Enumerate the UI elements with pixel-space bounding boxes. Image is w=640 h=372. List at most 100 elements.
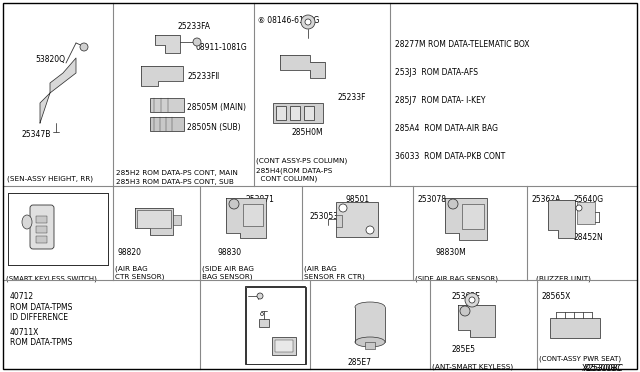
Bar: [276, 106, 286, 120]
Bar: [36, 226, 47, 233]
Circle shape: [305, 19, 311, 25]
Circle shape: [465, 293, 479, 307]
Text: ⑥ 08146-6165G: ⑥ 08146-6165G: [258, 16, 319, 25]
Polygon shape: [548, 200, 575, 238]
Ellipse shape: [355, 302, 385, 312]
Polygon shape: [135, 208, 173, 235]
Text: 40700M: 40700M: [248, 352, 279, 361]
Text: 285H3 ROM DATA-PS CONT, SUB: 285H3 ROM DATA-PS CONT, SUB: [116, 179, 234, 185]
Text: 28505M (MAIN): 28505M (MAIN): [187, 103, 246, 112]
Text: 25233FA: 25233FA: [177, 22, 210, 31]
Bar: [8, 193, 108, 265]
Circle shape: [193, 38, 201, 46]
Text: 285E5: 285E5: [452, 345, 476, 354]
Text: ROM DATA-TPMS: ROM DATA-TPMS: [10, 303, 72, 312]
Text: (BUZZER UNIT): (BUZZER UNIT): [536, 275, 591, 282]
Circle shape: [339, 204, 347, 212]
Text: 28505N (SUB): 28505N (SUB): [187, 123, 241, 132]
Text: 08911-1081G: 08911-1081G: [196, 43, 248, 52]
Text: (SIDE AIR BAG SENSOR): (SIDE AIR BAG SENSOR): [415, 275, 498, 282]
Text: (SEN-ASSY HEIGHT, RR): (SEN-ASSY HEIGHT, RR): [7, 175, 93, 182]
Bar: [577, 202, 595, 224]
Bar: [36, 236, 47, 243]
Ellipse shape: [355, 337, 385, 347]
Text: (CONT-ASSY PWR SEAT): (CONT-ASSY PWR SEAT): [539, 355, 621, 362]
Text: ROM DATA-TPMS: ROM DATA-TPMS: [10, 338, 72, 347]
Text: 28452N: 28452N: [574, 233, 604, 242]
Polygon shape: [155, 35, 180, 53]
Text: 285J7  ROM DATA- I-KEY: 285J7 ROM DATA- I-KEY: [395, 96, 486, 105]
Bar: [273, 103, 323, 123]
Text: 253078: 253078: [417, 195, 446, 204]
Text: 98820: 98820: [117, 248, 141, 257]
Text: BAG SENSOR): BAG SENSOR): [202, 274, 253, 280]
Text: 40711X: 40711X: [10, 328, 40, 337]
Polygon shape: [445, 198, 487, 240]
Text: 25362A: 25362A: [531, 195, 561, 204]
Circle shape: [257, 293, 263, 299]
Text: 98830M: 98830M: [435, 248, 466, 257]
Text: 253053: 253053: [310, 212, 339, 221]
Text: 40712: 40712: [10, 292, 34, 301]
Text: (AIR BAG: (AIR BAG: [304, 265, 337, 272]
Polygon shape: [458, 305, 495, 337]
Text: 285E3: 285E3: [40, 195, 64, 204]
Bar: [355, 307, 385, 342]
Text: 36033  ROM DATA-PKB CONT: 36033 ROM DATA-PKB CONT: [395, 152, 505, 161]
Bar: [150, 98, 184, 112]
Bar: [336, 202, 378, 237]
Text: 53820Q: 53820Q: [35, 55, 65, 64]
Bar: [36, 216, 47, 223]
Text: 40703: 40703: [248, 292, 273, 301]
Text: (SIDE AIR BAG: (SIDE AIR BAG: [202, 265, 254, 272]
Text: 25362E: 25362E: [452, 292, 481, 301]
Text: 253871: 253871: [245, 195, 274, 204]
Text: 25347B: 25347B: [22, 130, 51, 139]
Bar: [365, 342, 375, 349]
Bar: [8, 193, 108, 265]
Text: 25640G: 25640G: [574, 195, 604, 204]
Text: X253008C: X253008C: [583, 364, 623, 372]
Text: 28599M: 28599M: [16, 257, 47, 266]
Bar: [550, 318, 600, 338]
Text: 285H4(ROM DATA-PS: 285H4(ROM DATA-PS: [256, 167, 332, 173]
Bar: [245, 286, 305, 364]
Text: 98830: 98830: [218, 248, 242, 257]
Bar: [137, 210, 171, 228]
Text: 253J3  ROM DATA-AFS: 253J3 ROM DATA-AFS: [395, 68, 478, 77]
Text: 28277M ROM DATA-TELEMATIC BOX: 28277M ROM DATA-TELEMATIC BOX: [395, 40, 529, 49]
Bar: [272, 337, 296, 355]
Bar: [304, 106, 314, 120]
Circle shape: [576, 205, 582, 211]
Bar: [150, 117, 184, 131]
Polygon shape: [40, 58, 76, 123]
Text: 28565X: 28565X: [541, 292, 570, 301]
Circle shape: [460, 306, 470, 316]
FancyBboxPatch shape: [30, 205, 54, 249]
Text: X253008C: X253008C: [582, 364, 621, 372]
Ellipse shape: [22, 215, 32, 229]
Bar: [243, 204, 263, 226]
Text: 285H0M: 285H0M: [292, 128, 324, 137]
Bar: [259, 319, 269, 327]
Circle shape: [448, 199, 458, 209]
Bar: [462, 204, 484, 229]
Text: ID DIFFERENCE: ID DIFFERENCE: [10, 313, 68, 322]
Circle shape: [229, 199, 239, 209]
Text: CTR SENSOR): CTR SENSOR): [115, 274, 164, 280]
Polygon shape: [226, 198, 266, 238]
Text: (ANT-SMART KEYLESS): (ANT-SMART KEYLESS): [432, 363, 513, 369]
Bar: [290, 106, 300, 120]
Text: 285H2 ROM DATA-PS CONT, MAIN: 285H2 ROM DATA-PS CONT, MAIN: [116, 170, 238, 176]
Text: (SMART KEYLESS SWITCH): (SMART KEYLESS SWITCH): [6, 275, 97, 282]
Text: 25233FⅡ: 25233FⅡ: [187, 72, 220, 81]
Bar: [275, 340, 293, 352]
Circle shape: [80, 43, 88, 51]
Text: 285A4  ROM DATA-AIR BAG: 285A4 ROM DATA-AIR BAG: [395, 124, 498, 133]
Text: (AIR BAG: (AIR BAG: [115, 265, 148, 272]
Text: 40770K: 40770K: [248, 323, 277, 332]
Polygon shape: [141, 66, 183, 86]
Circle shape: [366, 226, 374, 234]
Text: CONT COLUMN): CONT COLUMN): [256, 176, 317, 183]
Bar: [246, 287, 306, 364]
